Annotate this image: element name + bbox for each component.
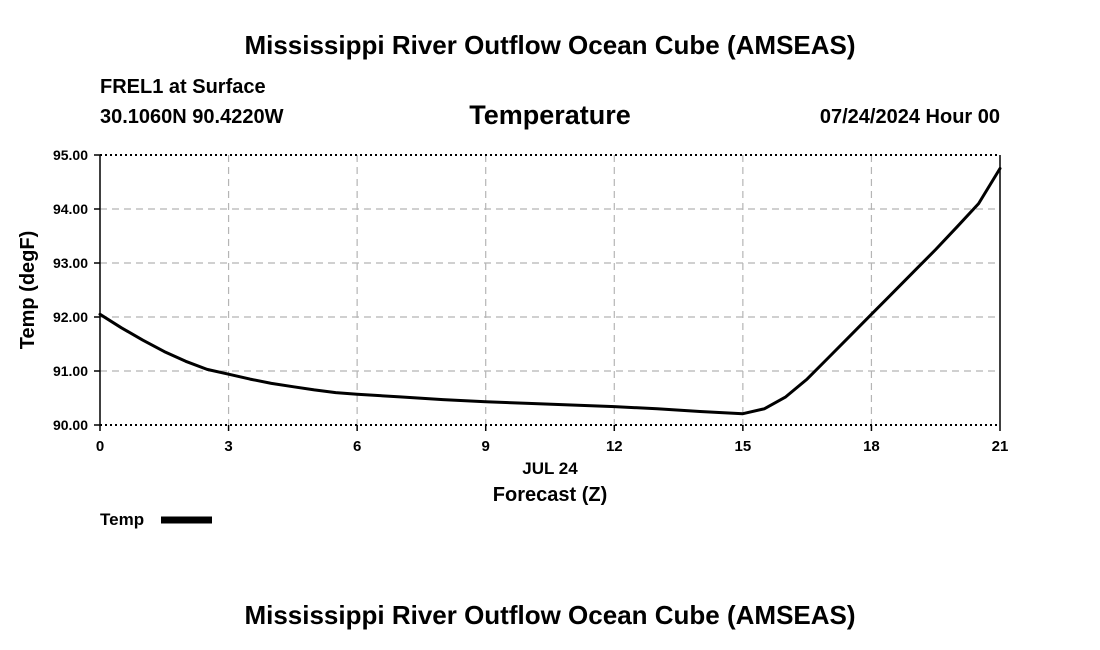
y-tick-label: 91.00 xyxy=(53,363,88,379)
y-tick-label: 90.00 xyxy=(53,417,88,433)
x-tick-label: 15 xyxy=(735,438,752,455)
station-label: FREL1 at Surface xyxy=(100,76,266,98)
series-layer xyxy=(98,167,1002,416)
x-tick-label: 6 xyxy=(353,438,361,455)
x-axis-date-label: JUL 24 xyxy=(522,459,578,478)
series-line-temp xyxy=(98,167,1002,416)
axis-ticks xyxy=(94,154,1001,431)
x-tick-label: 0 xyxy=(96,438,104,455)
grid-lines xyxy=(100,155,1000,425)
y-tick-label: 92.00 xyxy=(53,309,88,325)
x-tick-label: 18 xyxy=(863,438,880,455)
legend-label: Temp xyxy=(100,510,144,529)
chart-title: Temperature xyxy=(469,100,631,130)
axis-labels: 0 3 6 9 12 15 18 21 90.00 91.00 92.00 93.00 94.00 95.… xyxy=(17,147,1008,529)
x-tick-label: 9 xyxy=(482,438,490,455)
plot-frame xyxy=(99,154,1001,426)
x-tick-label: 3 xyxy=(224,438,232,455)
main-title: Mississippi River Outflow Ocean Cube (AM… xyxy=(244,30,856,60)
forecast-datetime: 07/24/2024 Hour 00 xyxy=(819,106,1000,128)
x-tick-label: 21 xyxy=(992,438,1009,455)
x-axis-title: Forecast (Z) xyxy=(493,484,607,506)
y-tick-label: 94.00 xyxy=(53,201,88,217)
footer-title: Mississippi River Outflow Ocean Cube (AM… xyxy=(244,600,856,630)
y-axis-title: Temp (degF) xyxy=(17,231,39,350)
station-coordinates: 30.1060N 90.4220W xyxy=(100,106,284,128)
y-tick-label: 93.00 xyxy=(53,255,88,271)
x-tick-label: 12 xyxy=(606,438,623,455)
y-tick-label: 95.00 xyxy=(53,147,88,163)
